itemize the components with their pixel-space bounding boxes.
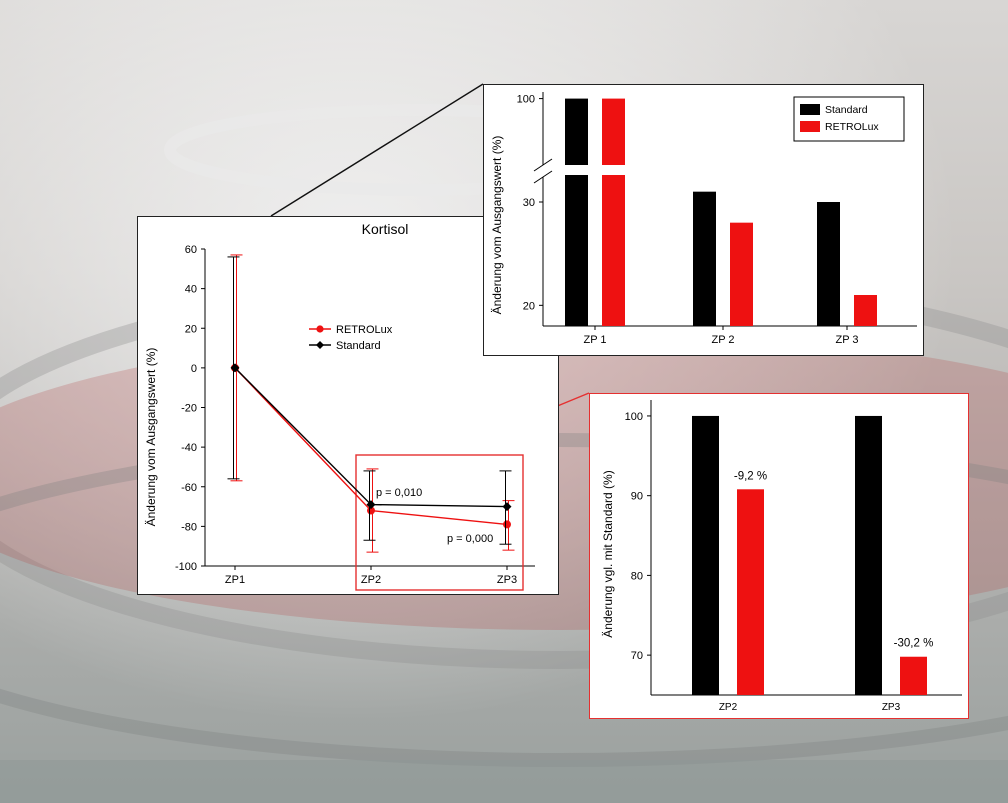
kortisol-line-chart: Kortisol Änderung vom Ausgangswert (%) 6… <box>144 221 535 591</box>
x-tick-labels: ZP 1 ZP 2 ZP 3 <box>583 326 859 346</box>
legend-swatch-standard <box>800 104 820 115</box>
bar-lower-standard <box>565 175 588 326</box>
y-tick-labels: 100 90 80 70 <box>625 411 651 662</box>
p-value-annotation-zp2: p = 0,010 <box>376 487 422 499</box>
bars <box>692 415 927 695</box>
y-tick-label: -20 <box>181 403 197 415</box>
highlight-frame <box>355 454 524 591</box>
y-axis-label: Änderung vom Ausgangswert (%) <box>490 136 504 315</box>
x-tick-label: ZP3 <box>882 702 901 713</box>
top-bar-chart-panel: Änderung vom Ausgangswert (%) ZP 1 ZP 2 ZP… <box>483 84 924 356</box>
y-tick-label: 30 <box>523 197 535 209</box>
legend-marker-retrolux <box>316 325 324 333</box>
bar-standard <box>817 202 840 326</box>
y-tick-label: 20 <box>185 323 197 335</box>
bar-retrolux <box>900 656 927 695</box>
y-tick-labels: 100 30 20 <box>517 94 543 312</box>
x-tick-labels: ZP2 ZP3 <box>719 702 901 713</box>
y-tick-label: -60 <box>181 482 197 494</box>
y-tick-label: -40 <box>181 442 197 454</box>
data-labels: -9,2 % -30,2 % <box>734 470 933 649</box>
x-tick-labels: ZP1 ZP2 ZP3 <box>225 566 517 586</box>
y-tick-label: 80 <box>631 570 643 582</box>
x-tick-label: ZP 2 <box>711 334 734 346</box>
bar-retrolux <box>737 489 764 695</box>
series-group <box>227 254 515 553</box>
y-tick-label: 100 <box>625 411 643 423</box>
bars <box>565 98 877 326</box>
y-tick-label: 40 <box>185 284 197 296</box>
legend-label-standard: Standard <box>825 104 868 116</box>
legend-label-retrolux: RETROLux <box>825 121 879 133</box>
y-tick-label: -100 <box>175 561 197 573</box>
y-tick-label: -80 <box>181 521 197 533</box>
y-tick-label: 20 <box>523 300 535 312</box>
y-axis-label: Änderung vgl. mit Standard (%) <box>601 470 615 637</box>
x-tick-label: ZP3 <box>497 574 517 586</box>
legend-marker-standard <box>316 341 324 349</box>
axis-break-mark <box>533 170 553 184</box>
y-tick-label: 60 <box>185 244 197 256</box>
data-point-standard <box>502 502 512 512</box>
y-tick-label: 100 <box>517 94 535 106</box>
series-line-standard <box>234 367 508 508</box>
data-point-retrolux <box>503 520 511 529</box>
bar-upper-standard <box>565 98 588 165</box>
bar-lower-retrolux <box>602 175 625 326</box>
y-tick-label: 0 <box>191 363 197 375</box>
top-bar-chart: Änderung vom Ausgangswert (%) ZP 1 ZP 2 ZP… <box>490 92 917 346</box>
legend-label-standard: Standard <box>336 340 381 352</box>
legend-swatch-retrolux <box>800 121 820 132</box>
data-point-standard <box>366 500 376 510</box>
data-label: -9,2 % <box>734 470 767 482</box>
legend-label-retrolux: RETROLux <box>336 324 393 336</box>
bar-retrolux <box>730 222 753 326</box>
data-point-standard <box>230 363 240 373</box>
axis-break-mark <box>533 158 553 172</box>
bar-standard <box>693 191 716 326</box>
x-tick-label: ZP 1 <box>583 334 606 346</box>
bottom-bar-chart-panel: Änderung vgl. mit Standard (%) -9,2 % -30… <box>589 393 969 719</box>
legend: RETROLux Standard <box>309 324 393 352</box>
x-tick-label: ZP2 <box>361 574 381 586</box>
chart-title: Kortisol <box>362 221 409 237</box>
bar-retrolux <box>854 295 877 326</box>
p-value-annotation-zp3: p = 0,000 <box>447 533 493 545</box>
y-axis-label: Änderung vom Ausgangswert (%) <box>144 348 158 527</box>
bottom-bar-chart: Änderung vgl. mit Standard (%) -9,2 % -30… <box>601 400 962 713</box>
bar-upper-retrolux <box>602 98 625 165</box>
legend: Standard RETROLux <box>793 96 905 142</box>
bar-standard <box>692 415 719 695</box>
y-tick-labels: 60 40 20 0 -20 -40 -60 -80 -100 <box>175 244 205 573</box>
y-tick-label: 90 <box>631 491 643 503</box>
x-tick-label: ZP2 <box>719 702 738 713</box>
x-tick-label: ZP1 <box>225 574 245 586</box>
bar-standard <box>855 415 882 695</box>
data-label: -30,2 % <box>894 638 934 650</box>
y-tick-label: 70 <box>631 650 643 662</box>
x-tick-label: ZP 3 <box>835 334 858 346</box>
